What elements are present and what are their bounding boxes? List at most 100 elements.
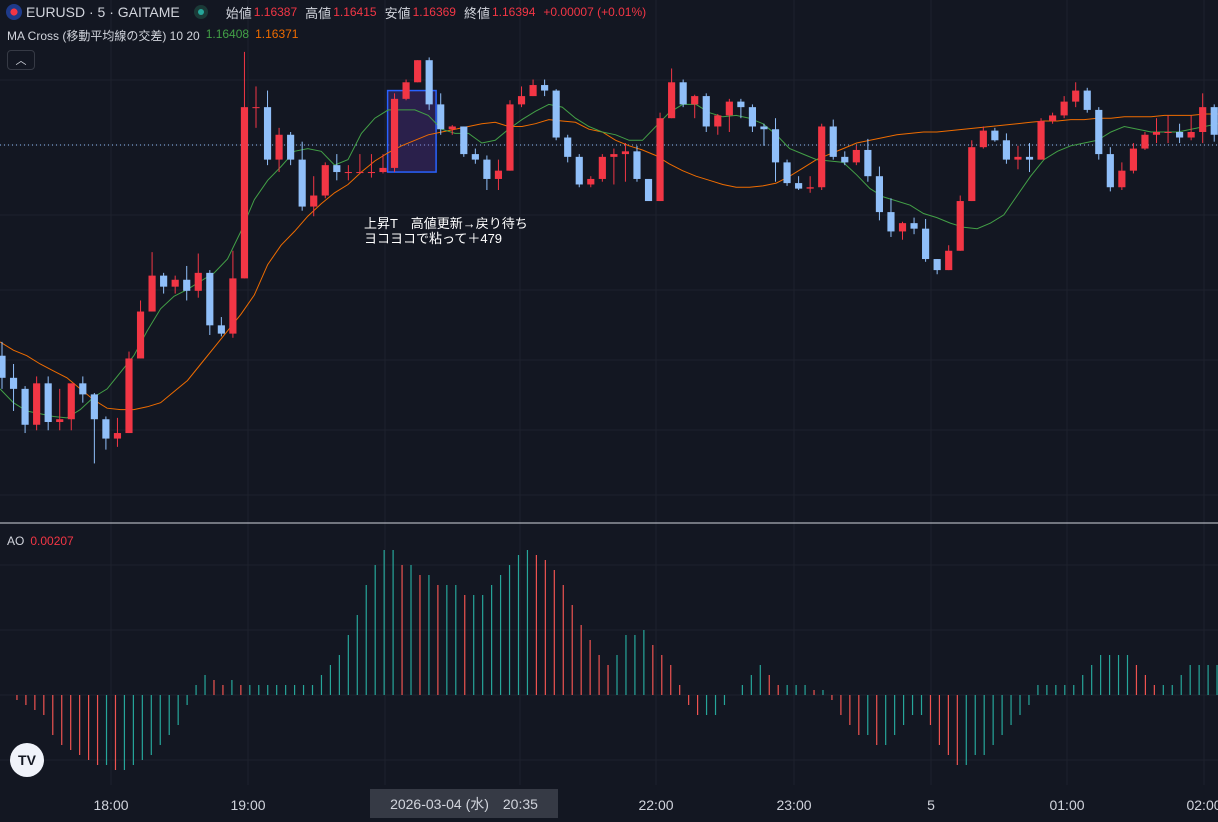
candle-body: [21, 388, 29, 425]
candle-body: [621, 151, 630, 155]
candle-body: [725, 101, 733, 116]
candle-body: [910, 223, 918, 229]
candle-body: [529, 85, 537, 97]
candle-body: [818, 126, 826, 188]
candle-body: [633, 151, 641, 179]
low-label: 安値: [384, 5, 411, 21]
candle-body: [1014, 156, 1022, 160]
candle-body: [691, 96, 699, 105]
candle-body: [1152, 132, 1161, 135]
candle-body: [1129, 148, 1137, 171]
candle-body: [414, 60, 422, 83]
symbol-title[interactable]: EURUSD · 5 · GAITAME: [26, 4, 180, 20]
candle-body: [945, 250, 953, 271]
candle-body: [344, 172, 352, 174]
candle-body: [968, 147, 976, 202]
time-tick: 02:00: [1186, 797, 1218, 813]
candle-body: [310, 195, 318, 207]
open-value: 1.16387: [253, 5, 298, 19]
low-value: 1.16369: [412, 5, 456, 19]
candle-body: [1095, 109, 1103, 155]
candle-body: [379, 167, 387, 173]
candle-body: [102, 419, 110, 439]
candle-body: [367, 172, 376, 174]
high-label: 高値: [305, 5, 332, 21]
ma-fast-line: [0, 103, 1218, 419]
candle-body: [1199, 107, 1207, 132]
candle-body: [829, 126, 837, 157]
candle-body: [79, 383, 87, 395]
open-label: 始値: [225, 5, 252, 21]
candle-body: [460, 126, 468, 155]
candle-body: [922, 228, 930, 260]
market-status-icon[interactable]: [193, 5, 208, 19]
candle-body: [771, 129, 780, 163]
time-tick: 18:00: [93, 797, 129, 813]
close-label: 終値: [463, 5, 490, 21]
candle-body: [1106, 154, 1114, 188]
candle-body: [171, 279, 179, 287]
ma-cross-name: MA Cross (移動平均線の交差) 10 20: [7, 29, 200, 43]
candle-body: [541, 85, 549, 91]
ma-slow-value: 1.16371: [255, 27, 299, 41]
time-tick: 22:00: [638, 797, 674, 813]
candle-body: [1002, 140, 1010, 160]
candle-body: [67, 383, 75, 420]
candle-body: [0, 355, 6, 378]
candle-body: [390, 98, 399, 168]
candle-body: [448, 126, 456, 130]
tradingview-logo[interactable]: TV: [10, 743, 44, 777]
crosshair-time-label: 2026-03-04 (水) 20:35: [370, 789, 558, 818]
candle-body: [44, 383, 52, 422]
candle-body: [90, 394, 98, 420]
time-tick: 5: [927, 797, 935, 813]
candle-body: [933, 259, 941, 271]
candle-body: [298, 159, 306, 207]
close-value: 1.16394: [492, 5, 536, 19]
candle-body: [1176, 132, 1184, 138]
candle-body: [991, 130, 999, 141]
annotation-line-2: ヨコヨコで粘って＋479: [364, 231, 503, 246]
candle-body: [356, 172, 364, 174]
candle-body: [852, 149, 860, 163]
candle-body: [956, 201, 964, 251]
time-tick: 23:00: [776, 797, 812, 813]
candle-body: [875, 176, 884, 213]
ma-cross-legend[interactable]: MA Cross (移動平均線の交差) 10 20 1.16408 1.1637…: [7, 27, 298, 44]
candle-body: [679, 82, 687, 105]
candle-body: [898, 223, 907, 232]
candle-body: [252, 107, 260, 109]
candle-body: [564, 137, 572, 157]
candle-body: [575, 156, 583, 185]
high-value: 1.16415: [333, 5, 377, 19]
candle-body: [471, 154, 479, 160]
candle-body: [517, 96, 526, 105]
ma-slow-line: [0, 113, 1218, 411]
candle-body: [1187, 132, 1195, 138]
candle-body: [33, 383, 41, 425]
candle-body: [56, 419, 64, 422]
candle-body: [552, 90, 560, 138]
candle-body: [598, 156, 606, 179]
candle-body: [1049, 115, 1057, 121]
candle-body: [610, 154, 618, 157]
flag-icon: [6, 4, 22, 20]
chart-annotation[interactable]: 上昇T 高値更新→戻り待ち ヨコヨコで粘って＋479: [364, 216, 528, 246]
candle-body: [668, 82, 676, 119]
chevron-up-icon[interactable]: ︿: [7, 50, 35, 70]
candle-body: [760, 126, 768, 130]
candle-body: [1164, 132, 1172, 133]
candle-body: [263, 107, 272, 160]
candle-body: [1083, 90, 1091, 110]
candle-body: [483, 159, 491, 179]
ao-legend[interactable]: AO 0.00207: [7, 534, 74, 548]
candle-body: [194, 272, 202, 291]
candle-body: [113, 433, 122, 439]
change-value: +0.00007 (+0.01%): [543, 5, 647, 19]
candle-body: [494, 170, 503, 179]
candle-body: [287, 134, 295, 160]
candle-body: [1060, 101, 1068, 116]
candle-body: [656, 118, 664, 202]
candle-body: [1025, 156, 1034, 160]
